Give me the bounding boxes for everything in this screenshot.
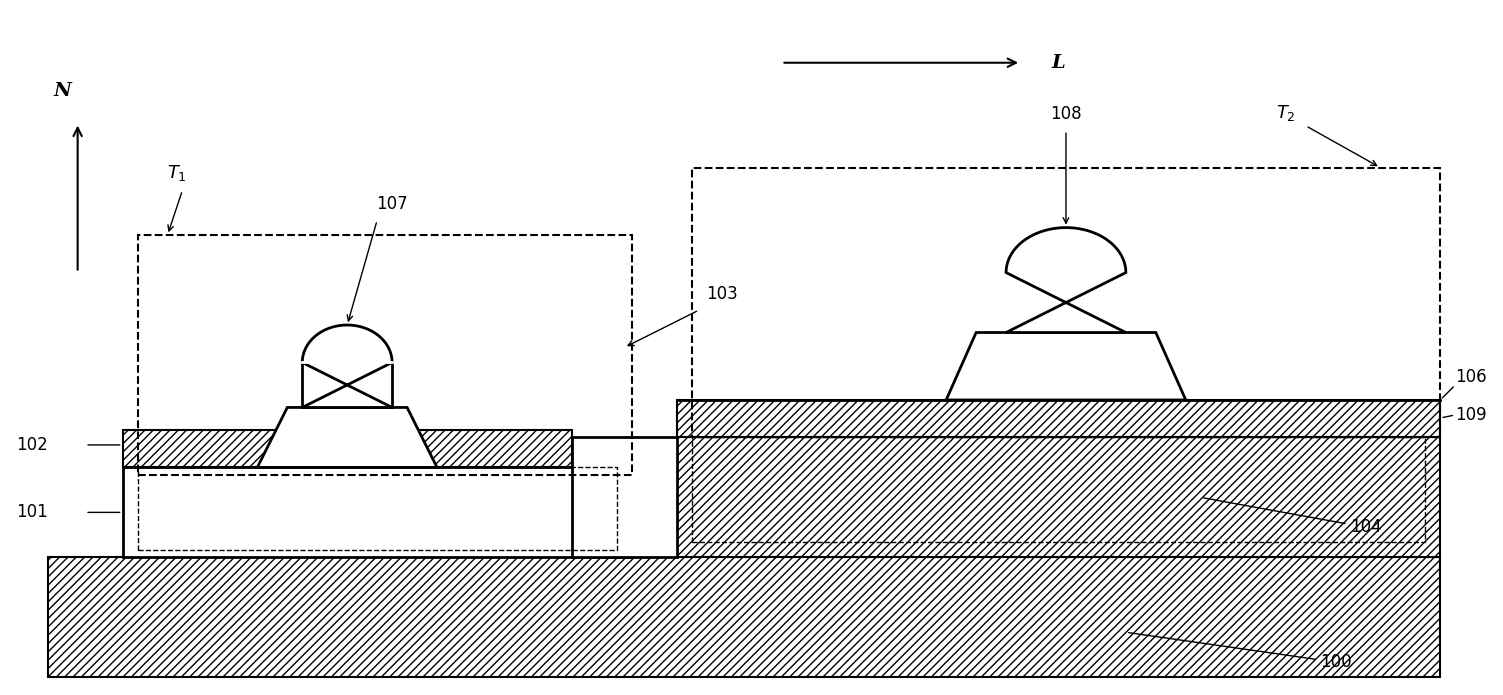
- Polygon shape: [257, 407, 437, 468]
- Text: 106: 106: [1455, 368, 1486, 386]
- Text: 109: 109: [1455, 406, 1486, 424]
- Bar: [691, 167, 1440, 437]
- Bar: [138, 235, 631, 475]
- Polygon shape: [302, 363, 392, 407]
- Polygon shape: [947, 332, 1186, 400]
- Text: 107: 107: [376, 195, 407, 213]
- Text: L: L: [1051, 54, 1064, 72]
- Text: 101: 101: [17, 503, 48, 521]
- Text: N: N: [54, 82, 72, 100]
- Bar: [123, 468, 631, 557]
- Bar: [691, 437, 1425, 542]
- Text: $T_1$: $T_1$: [167, 163, 188, 183]
- Polygon shape: [1006, 228, 1126, 332]
- Text: C1: C1: [305, 441, 329, 458]
- Bar: [676, 437, 1440, 557]
- Bar: [123, 430, 571, 468]
- Text: 102: 102: [17, 436, 48, 454]
- Text: 103: 103: [706, 284, 738, 302]
- Text: C2: C2: [1025, 411, 1048, 428]
- Text: 104: 104: [1204, 498, 1383, 537]
- Bar: [138, 468, 616, 550]
- Text: 100: 100: [1129, 632, 1353, 671]
- Polygon shape: [302, 325, 392, 407]
- Bar: [676, 400, 1440, 437]
- Bar: [571, 437, 676, 557]
- Text: 108: 108: [1051, 105, 1082, 123]
- Bar: [48, 557, 1440, 677]
- Text: $T_2$: $T_2$: [1276, 103, 1296, 123]
